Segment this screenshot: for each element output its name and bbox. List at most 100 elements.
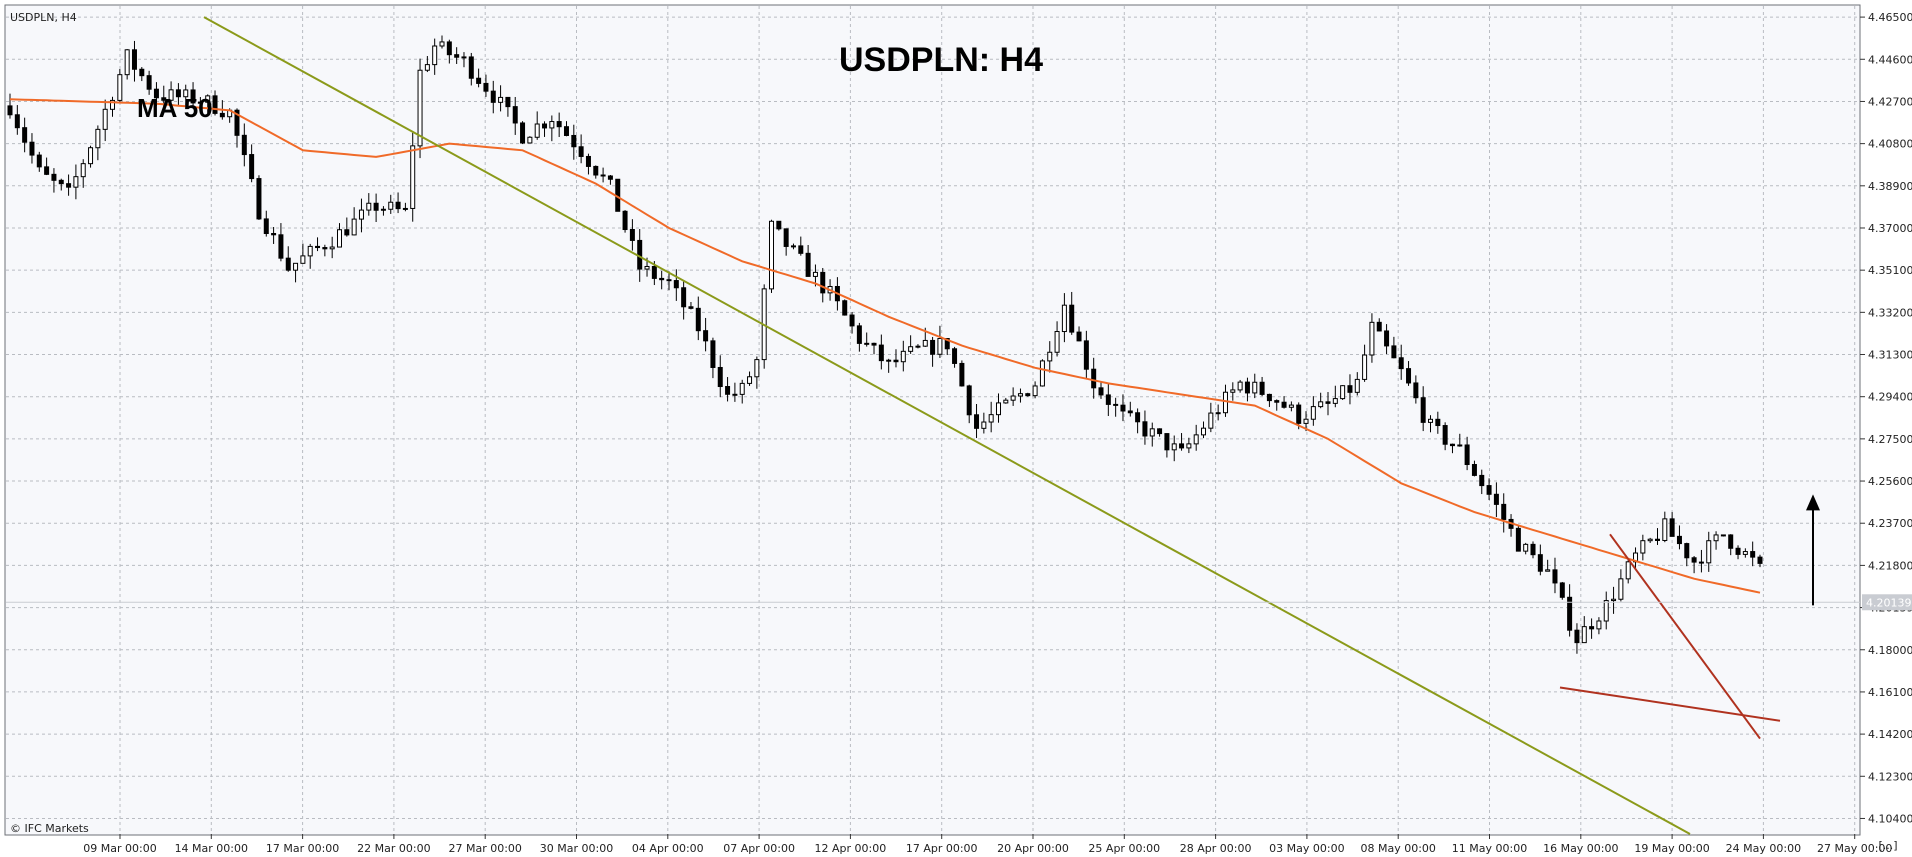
candle: [307, 243, 313, 269]
candle-body: [542, 123, 548, 129]
y-tick-label: 4.44600: [1868, 53, 1912, 66]
candle-body: [417, 69, 423, 147]
candle-body: [710, 340, 716, 368]
candle-body: [388, 201, 394, 210]
candle-body: [1076, 331, 1082, 342]
candle-body: [1501, 503, 1507, 520]
candle: [1347, 374, 1353, 405]
candle-body: [454, 54, 460, 58]
candle-body: [461, 56, 467, 59]
candle-body: [402, 207, 408, 210]
candle: [1376, 318, 1382, 332]
candle: [534, 111, 540, 140]
candle: [1611, 586, 1617, 614]
plot-area[interactable]: [4, 4, 1861, 836]
candle: [974, 404, 980, 439]
watermark: © IFC Markets: [10, 822, 89, 835]
candle-body: [58, 179, 64, 185]
candle: [673, 269, 679, 301]
candle: [1039, 359, 1045, 387]
candle: [1728, 534, 1734, 556]
candle: [278, 223, 284, 262]
candle-body: [739, 382, 745, 395]
candle-body: [73, 176, 79, 188]
candle-body: [776, 220, 782, 230]
candle-body: [1003, 399, 1009, 404]
candle-body: [571, 134, 577, 148]
candle-body: [1179, 443, 1185, 449]
candle-body: [1010, 395, 1016, 401]
candle: [1691, 556, 1697, 574]
candle-body: [534, 123, 540, 138]
candle-body: [578, 146, 584, 157]
x-tick-label: 25 Apr 00:00: [1088, 842, 1160, 855]
candle: [1713, 531, 1719, 550]
candle: [695, 296, 701, 341]
candle: [490, 80, 496, 114]
candle-body: [1750, 551, 1756, 558]
candle: [856, 322, 862, 352]
candle-body: [14, 114, 20, 129]
candle-body: [1611, 598, 1617, 602]
candle: [146, 70, 152, 95]
candle-body: [358, 209, 364, 220]
candle: [1581, 616, 1587, 644]
trendline: [203, 16, 1691, 835]
candle-body: [747, 376, 753, 384]
candle: [1406, 361, 1412, 386]
corner-button[interactable]: [...]: [1878, 839, 1897, 852]
candle: [688, 302, 694, 310]
candle: [1076, 326, 1082, 342]
candle-body: [131, 49, 137, 70]
candle-body: [1164, 433, 1170, 451]
candle-body: [1654, 538, 1660, 541]
candle-body: [1406, 368, 1412, 384]
candle: [7, 93, 13, 119]
candle-body: [1274, 400, 1280, 403]
arrow-head: [1806, 494, 1820, 511]
candle-body: [1347, 385, 1353, 393]
candle: [1186, 437, 1192, 454]
candle: [1757, 554, 1763, 568]
candle: [1442, 422, 1448, 451]
candle: [454, 47, 460, 64]
candle-body: [505, 96, 511, 108]
candle: [483, 74, 489, 97]
candle: [175, 83, 181, 106]
candle-body: [629, 229, 635, 241]
candle-body: [1676, 535, 1682, 545]
candle: [666, 271, 672, 291]
current-price-label: 4.20139: [1866, 596, 1912, 609]
candle: [1742, 548, 1748, 558]
x-tick-label: 19 May 00:00: [1634, 842, 1709, 855]
candle: [1669, 512, 1675, 537]
candle: [1420, 386, 1426, 432]
candle-body: [805, 252, 811, 277]
candle: [1684, 542, 1690, 567]
candle-body: [593, 165, 599, 176]
candle: [512, 96, 518, 135]
candle: [966, 384, 972, 424]
candle: [703, 317, 709, 352]
candle-body: [1222, 391, 1228, 414]
candle-body: [1515, 527, 1521, 552]
candle-body: [1039, 360, 1045, 387]
candle: [358, 198, 364, 233]
candle: [732, 382, 738, 402]
candle-body: [175, 89, 181, 98]
y-tick-label: 4.46500: [1868, 11, 1912, 24]
candle: [1157, 428, 1163, 437]
candle-body: [1669, 518, 1675, 537]
candle: [1515, 524, 1521, 552]
candle-body: [659, 277, 665, 281]
candle-body: [1332, 398, 1338, 404]
candle-body: [952, 348, 958, 364]
candle-body: [981, 421, 987, 429]
candle: [1171, 435, 1177, 462]
wedge-lower-line: [1559, 686, 1781, 722]
candle-body: [1574, 629, 1580, 644]
candle-body: [1596, 620, 1602, 630]
candle: [1215, 404, 1221, 421]
candle: [1647, 537, 1653, 543]
